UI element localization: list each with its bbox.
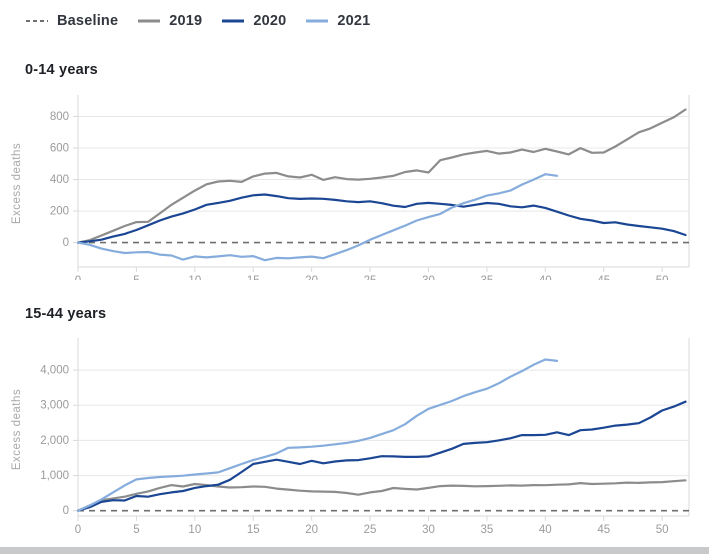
y-tick-label: 0 <box>63 237 69 249</box>
chart-title-0-14: 0-14 years <box>25 62 98 78</box>
x-tick-label: 25 <box>364 524 377 536</box>
chart-0-14-canvas: 0 200 400 600 800 0 5 10 15 20 25 30 35 40 45 50 Excess … <box>11 95 690 280</box>
x-tick-label: 5 <box>133 275 139 280</box>
x-tick-label: 20 <box>305 275 318 280</box>
legend-swatch-2020 <box>222 19 245 23</box>
y-tick-label: 200 <box>50 206 69 218</box>
y-tick-label: 800 <box>50 111 69 123</box>
y-tick-label: 600 <box>50 143 69 155</box>
legend-item-2020: 2020 <box>221 13 286 29</box>
legend-label: 2020 <box>253 13 287 29</box>
y-tick-label: 0 <box>63 505 69 517</box>
x-tick-label: 5 <box>133 524 139 536</box>
y-axis-label: Excess deaths <box>11 389 23 470</box>
legend-item-2021: 2021 <box>305 13 370 29</box>
y-tick-label: 2,000 <box>40 435 69 447</box>
legend-swatch-baseline <box>26 20 48 22</box>
y-tick-label: 1,000 <box>40 470 69 482</box>
line-2020 <box>76 193 687 244</box>
x-tick-label: 35 <box>480 524 493 536</box>
x-tick-label: 25 <box>364 275 377 280</box>
x-tick-label: 0 <box>75 275 81 280</box>
chart-legend: Baseline 2019 2020 2021 <box>25 13 370 29</box>
line-2021 <box>76 358 559 512</box>
x-tick-label: 10 <box>188 275 201 280</box>
x-tick-label: 30 <box>422 524 435 536</box>
legend-item-baseline: Baseline <box>25 13 118 29</box>
x-tick-label: 40 <box>539 275 552 280</box>
legend-label: 2019 <box>169 13 203 29</box>
chart-title-15-44: 15-44 years <box>25 306 107 322</box>
x-tick-label: 50 <box>656 524 669 536</box>
legend-label: 2021 <box>337 13 371 29</box>
x-tick-label: 15 <box>247 275 260 280</box>
y-tick-label: 400 <box>50 174 69 186</box>
y-tick-label: 3,000 <box>40 400 69 412</box>
legend-swatch-2021 <box>306 19 329 23</box>
x-tick-label: 50 <box>656 275 669 280</box>
line-2020 <box>76 400 687 512</box>
x-tick-label: 45 <box>597 524 610 536</box>
x-tick-label: 15 <box>247 524 260 536</box>
legend-label: Baseline <box>57 13 119 29</box>
legend-swatch-2019 <box>138 19 161 23</box>
x-tick-label: 35 <box>480 275 493 280</box>
x-tick-label: 45 <box>597 275 610 280</box>
x-tick-label: 0 <box>75 524 81 536</box>
y-tick-label: 4,000 <box>40 365 69 377</box>
chart-15-44-canvas: 0 1,000 2,000 3,000 4,000 0 5 10 15 20 25 30 35 40 45 5… <box>11 338 690 536</box>
x-tick-label: 10 <box>188 524 201 536</box>
line-2021 <box>76 173 559 262</box>
window-bottom-edge <box>0 547 709 554</box>
line-2019 <box>76 479 687 512</box>
y-axis-label: Excess deaths <box>11 143 23 224</box>
x-tick-label: 30 <box>422 275 435 280</box>
legend-item-2019: 2019 <box>137 13 202 29</box>
line-2019 <box>76 108 687 244</box>
x-tick-label: 40 <box>539 524 552 536</box>
x-tick-label: 20 <box>305 524 318 536</box>
